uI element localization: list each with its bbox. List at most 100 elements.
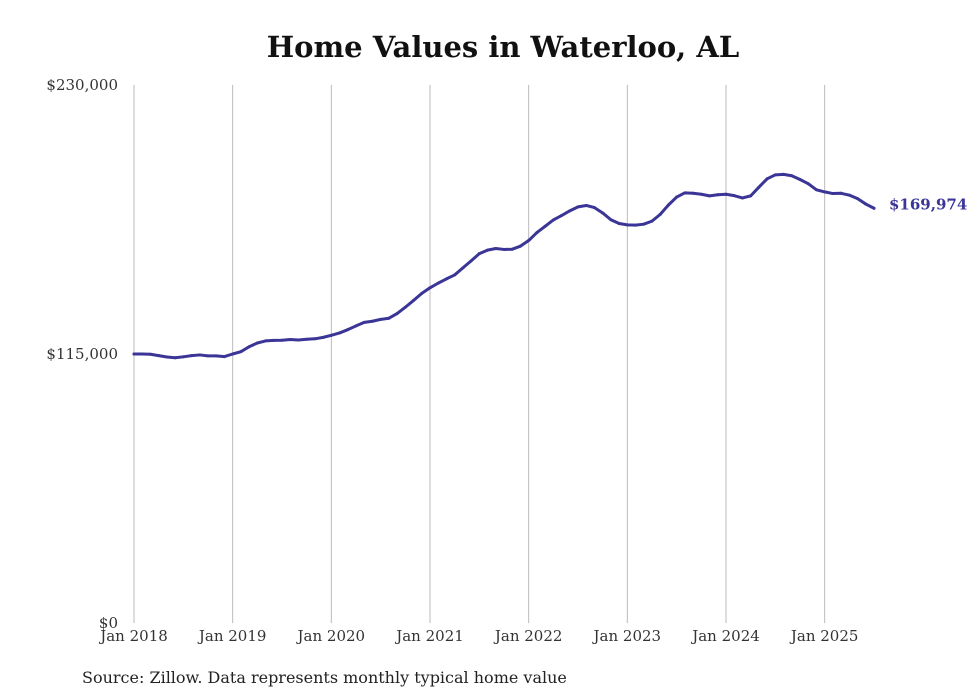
x-tick-label: Jan 2020 bbox=[296, 627, 366, 645]
data-point bbox=[856, 197, 860, 201]
data-point bbox=[387, 316, 391, 320]
data-point bbox=[831, 192, 835, 196]
data-point bbox=[535, 231, 539, 235]
data-point bbox=[403, 305, 407, 309]
data-point bbox=[206, 354, 210, 358]
data-point bbox=[518, 244, 522, 248]
data-point bbox=[527, 239, 531, 243]
x-axis-tick-labels: Jan 2018 Jan 2019 Jan 2020 Jan 2021 Jan 2022… bbox=[98, 627, 858, 645]
data-point bbox=[412, 298, 416, 302]
x-tick-label: Jan 2018 bbox=[98, 627, 168, 645]
data-point bbox=[288, 337, 292, 341]
data-point bbox=[839, 191, 843, 195]
data-point bbox=[222, 355, 226, 359]
data-point bbox=[592, 206, 596, 210]
x-tick-label: Jan 2023 bbox=[592, 627, 662, 645]
data-point bbox=[165, 355, 169, 359]
data-point bbox=[617, 221, 621, 225]
data-point bbox=[255, 341, 259, 345]
data-point bbox=[379, 317, 383, 321]
data-point bbox=[798, 178, 802, 182]
data-point bbox=[338, 331, 342, 335]
data-point bbox=[806, 182, 810, 186]
x-tick-label: Jan 2024 bbox=[690, 627, 760, 645]
data-point bbox=[609, 218, 613, 222]
data-point bbox=[773, 173, 777, 177]
data-point bbox=[477, 252, 481, 256]
data-point bbox=[699, 192, 703, 196]
data-point bbox=[560, 214, 564, 218]
data-point bbox=[420, 291, 424, 295]
data-point bbox=[814, 188, 818, 192]
data-point bbox=[173, 356, 177, 360]
data-point bbox=[321, 335, 325, 339]
data-point bbox=[428, 286, 432, 290]
data-point bbox=[214, 354, 218, 358]
data-point bbox=[305, 337, 309, 341]
data-point bbox=[642, 222, 646, 226]
y-axis-tick-labels: $0 $115,000 $230,000 bbox=[46, 76, 118, 632]
data-point bbox=[601, 211, 605, 215]
data-point bbox=[354, 324, 358, 328]
y-tick-label: $230,000 bbox=[46, 76, 118, 94]
data-point bbox=[181, 355, 185, 359]
data-point bbox=[650, 219, 654, 223]
data-point bbox=[346, 328, 350, 332]
data-point bbox=[757, 185, 761, 189]
x-tick-label: Jan 2025 bbox=[789, 627, 859, 645]
source-note: Source: Zillow. Data represents monthly … bbox=[82, 668, 567, 687]
series-line bbox=[132, 172, 876, 360]
data-point bbox=[140, 352, 144, 356]
data-point bbox=[198, 353, 202, 357]
data-point bbox=[732, 194, 736, 198]
data-point bbox=[551, 218, 555, 222]
data-point bbox=[864, 202, 868, 206]
data-point bbox=[444, 277, 448, 281]
data-point bbox=[239, 350, 243, 354]
data-point bbox=[280, 338, 284, 342]
data-point bbox=[157, 354, 161, 358]
data-point bbox=[370, 319, 374, 323]
data-point bbox=[658, 212, 662, 216]
data-point bbox=[494, 247, 498, 251]
data-point bbox=[453, 273, 457, 277]
data-point bbox=[675, 195, 679, 199]
end-value-label: $169,974 bbox=[889, 195, 967, 213]
data-point bbox=[296, 338, 300, 342]
data-point bbox=[782, 172, 786, 176]
data-point bbox=[740, 196, 744, 200]
data-point bbox=[247, 345, 251, 349]
data-point bbox=[634, 223, 638, 227]
data-point bbox=[543, 224, 547, 228]
data-point bbox=[576, 205, 580, 209]
data-point bbox=[625, 223, 629, 227]
data-point bbox=[765, 177, 769, 181]
data-point bbox=[691, 191, 695, 195]
y-tick-label: $115,000 bbox=[46, 345, 118, 363]
data-point bbox=[436, 281, 440, 285]
data-point bbox=[790, 174, 794, 178]
data-point bbox=[584, 203, 588, 207]
x-tick-label: Jan 2021 bbox=[394, 627, 464, 645]
series-home-value bbox=[132, 172, 876, 360]
data-point bbox=[148, 352, 152, 356]
data-point bbox=[708, 194, 712, 198]
data-point bbox=[362, 320, 366, 324]
data-point bbox=[313, 337, 317, 341]
data-point bbox=[502, 247, 506, 251]
data-point bbox=[666, 203, 670, 207]
data-point bbox=[486, 248, 490, 252]
data-point bbox=[272, 338, 276, 342]
data-point bbox=[749, 194, 753, 198]
data-point bbox=[872, 206, 876, 210]
data-point bbox=[683, 191, 687, 195]
data-point bbox=[823, 190, 827, 194]
data-point bbox=[469, 259, 473, 263]
data-point bbox=[510, 247, 514, 251]
data-point bbox=[264, 339, 268, 343]
x-tick-label: Jan 2019 bbox=[197, 627, 267, 645]
data-point bbox=[724, 192, 728, 196]
data-point bbox=[132, 352, 136, 356]
data-point bbox=[231, 352, 235, 356]
